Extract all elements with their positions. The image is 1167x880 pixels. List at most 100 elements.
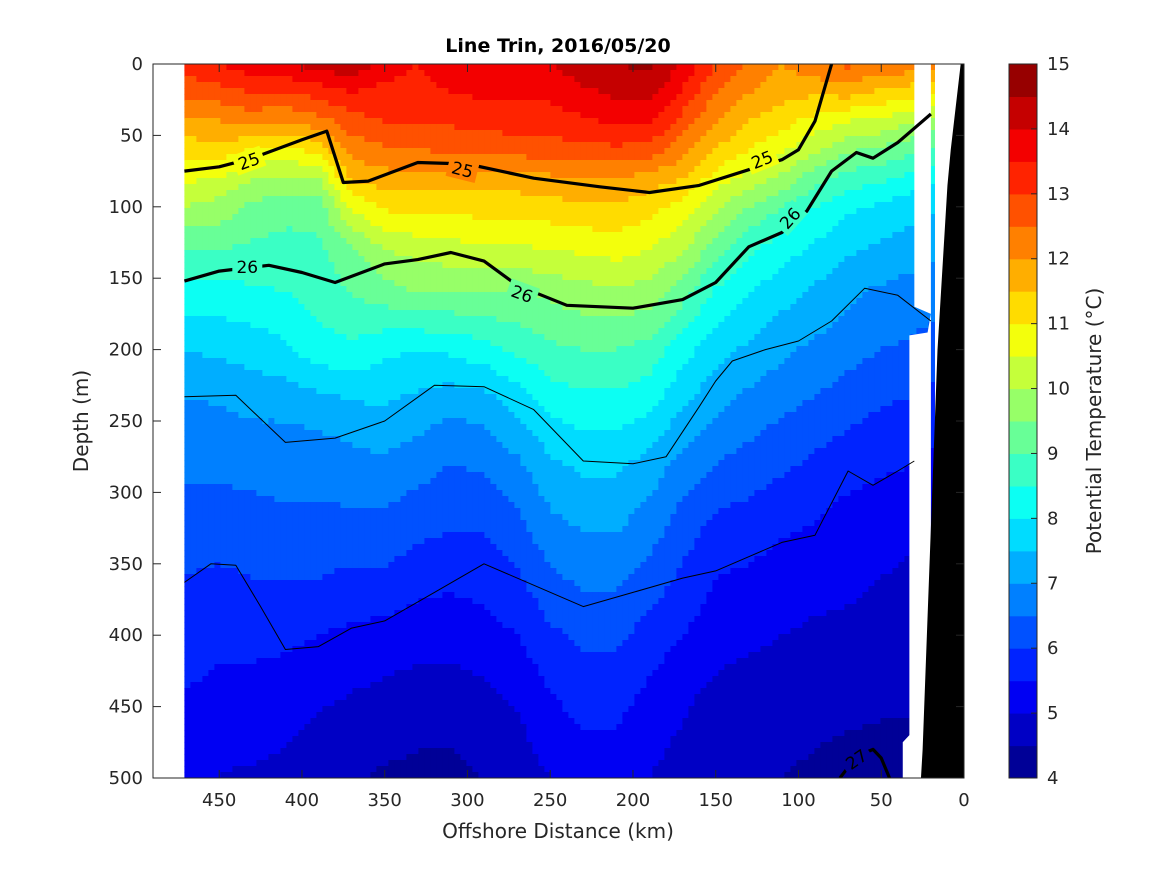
field-cell	[646, 214, 653, 221]
field-cell	[418, 130, 425, 137]
field-cell	[364, 244, 371, 251]
field-cell	[754, 268, 761, 275]
field-cell	[298, 280, 305, 287]
field-cell	[508, 238, 515, 245]
field-cell	[604, 94, 611, 101]
field-cell	[454, 70, 461, 77]
field-cell	[754, 94, 761, 101]
field-cell	[226, 214, 233, 221]
field-cell	[538, 70, 545, 77]
field-cell	[244, 118, 251, 125]
field-cell	[556, 118, 563, 125]
field-cell	[298, 178, 305, 185]
field-cell	[664, 190, 671, 197]
field-cell	[286, 64, 293, 71]
field-cell	[820, 172, 827, 179]
field-cell	[346, 100, 353, 107]
field-cell	[556, 154, 563, 161]
field-cell	[802, 118, 809, 125]
field-cell	[664, 196, 671, 203]
field-cell	[442, 64, 449, 71]
field-cell	[796, 94, 803, 101]
field-cell	[814, 196, 821, 203]
field-cell	[904, 148, 911, 155]
field-cell	[214, 112, 221, 119]
field-cell	[640, 88, 647, 95]
field-cell	[490, 100, 497, 107]
field-cell	[676, 292, 683, 299]
field-cell	[640, 76, 647, 83]
field-cell	[694, 250, 701, 257]
field-cell	[610, 280, 617, 287]
field-cell	[862, 70, 869, 77]
field-cell	[322, 292, 329, 299]
field-cell	[712, 274, 719, 281]
field-cell	[628, 112, 635, 119]
field-cell	[340, 160, 347, 167]
field-cell	[754, 76, 761, 83]
field-cell	[292, 112, 299, 119]
field-cell	[562, 166, 569, 173]
field-cell	[580, 142, 587, 149]
field-cell	[682, 202, 689, 209]
field-cell	[814, 82, 821, 89]
field-cell	[310, 244, 317, 251]
field-cell	[910, 172, 917, 179]
field-cell	[328, 298, 335, 305]
field-cell	[712, 196, 719, 203]
field-cell	[544, 130, 551, 137]
field-cell	[310, 94, 317, 101]
field-cell	[184, 148, 191, 155]
field-cell	[844, 220, 851, 227]
field-cell	[814, 238, 821, 245]
field-cell	[802, 70, 809, 77]
field-cell	[880, 208, 887, 215]
field-cell	[814, 130, 821, 137]
field-cell	[514, 76, 521, 83]
field-cell	[400, 250, 407, 257]
field-cell	[274, 124, 281, 131]
field-cell	[844, 70, 851, 77]
field-cell	[334, 172, 341, 179]
field-cell	[250, 70, 257, 77]
field-cell	[514, 118, 521, 125]
field-cell	[712, 124, 719, 131]
field-cell	[196, 136, 203, 143]
field-cell	[814, 118, 821, 125]
field-cell	[472, 70, 479, 77]
field-cell	[460, 232, 467, 239]
field-cell	[796, 262, 803, 269]
field-cell	[292, 70, 299, 77]
field-cell	[496, 250, 503, 257]
field-cell	[910, 202, 917, 209]
field-cell	[718, 268, 725, 275]
field-cell	[550, 190, 557, 197]
field-cell	[490, 70, 497, 77]
field-cell	[784, 196, 791, 203]
field-cell	[814, 172, 821, 179]
field-cell	[586, 256, 593, 263]
field-cell	[694, 190, 701, 197]
field-cell	[478, 220, 485, 227]
field-cell	[226, 118, 233, 125]
field-cell	[370, 160, 377, 167]
field-cell	[736, 172, 743, 179]
field-cell	[742, 196, 749, 203]
field-cell	[874, 178, 881, 185]
field-cell	[754, 124, 761, 131]
field-cell	[460, 178, 467, 185]
field-cell	[490, 196, 497, 203]
field-cell	[706, 274, 713, 281]
field-cell	[796, 178, 803, 185]
field-cell	[616, 178, 623, 185]
field-cell	[682, 142, 689, 149]
field-cell	[646, 82, 653, 89]
field-cell	[532, 106, 539, 113]
field-cell	[850, 136, 857, 143]
field-cell	[400, 268, 407, 275]
field-cell	[790, 124, 797, 131]
field-cell	[532, 70, 539, 77]
field-cell	[874, 196, 881, 203]
field-cell	[196, 106, 203, 113]
field-cell	[700, 262, 707, 269]
